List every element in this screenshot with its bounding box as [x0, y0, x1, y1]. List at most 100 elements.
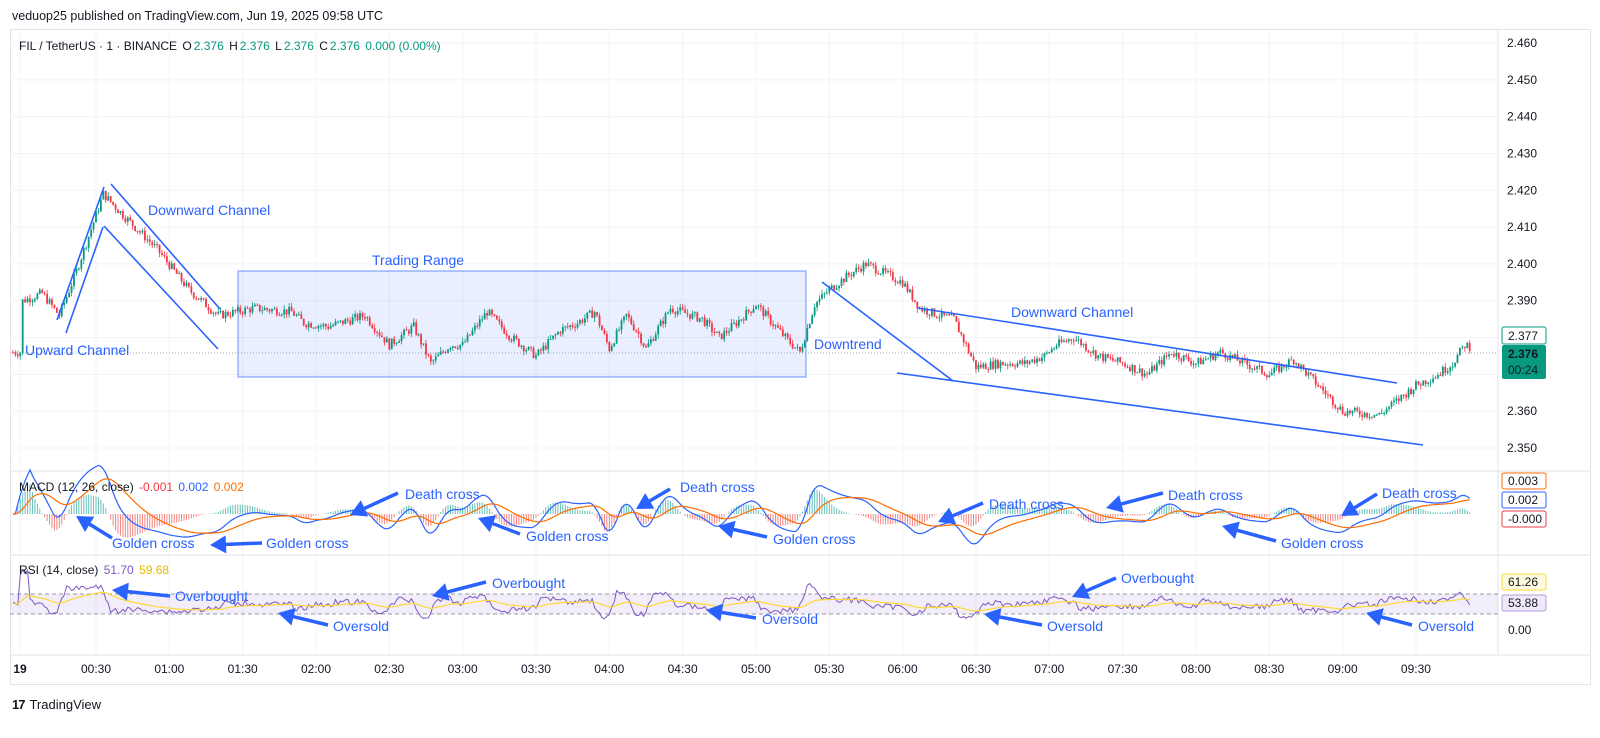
candle-body [987, 369, 990, 371]
candle-body [884, 268, 887, 272]
candle-body [1087, 350, 1090, 352]
candle-body [779, 327, 782, 330]
candle-body [1446, 371, 1449, 373]
candle-body [1356, 407, 1359, 411]
candle-body [1226, 358, 1229, 360]
macd-axis-label: -0.000 [1508, 512, 1542, 526]
macd-histogram-value: -0.001 [139, 480, 174, 494]
rsi-legend[interactable]: RSI (14, close) 51.70 59.68 [19, 563, 171, 577]
candle-body [696, 312, 699, 322]
candle-body [535, 355, 537, 359]
time-tick: 06:30 [961, 662, 991, 676]
candle-body [99, 199, 102, 212]
candle-body [170, 263, 173, 269]
candle-body [339, 320, 342, 322]
candle-body [437, 354, 440, 357]
candle-body [112, 201, 115, 205]
candle-body [1327, 394, 1329, 396]
candle-body [156, 244, 159, 246]
candle-body [403, 329, 405, 336]
candle-body [667, 312, 669, 314]
rsi-annotation-label: Oversold [1418, 618, 1474, 634]
upward-channel-line-upper[interactable] [56, 186, 105, 321]
candle-body [73, 273, 75, 287]
last-price-box [1502, 345, 1546, 379]
candle-body [327, 326, 330, 329]
candle-body [31, 300, 34, 303]
candle-body [889, 271, 892, 273]
candle-body [1104, 354, 1107, 361]
candle-body [1456, 355, 1459, 364]
downward-channel-1-line-lower[interactable] [103, 225, 219, 350]
candle-body [1028, 361, 1031, 364]
last-price-label: 2.376 [1508, 347, 1538, 361]
macd-annotation-label: Golden cross [112, 535, 194, 551]
candle-body [921, 307, 924, 312]
rsi-name[interactable]: RSI (14, close) [19, 563, 99, 577]
candle-body [217, 311, 220, 314]
time-tick: 07:00 [1034, 662, 1064, 676]
candle-body [561, 327, 564, 334]
macd-annotation-arrow [636, 487, 671, 509]
candle-body [207, 307, 210, 311]
candle-body [1419, 384, 1422, 386]
candle-body [1011, 364, 1014, 366]
macd-axis-label: 0.002 [1508, 493, 1538, 507]
time-tick: 09:00 [1328, 662, 1358, 676]
macd-axis-box [1501, 510, 1547, 528]
rsi-annotation-arrow [278, 608, 329, 627]
candle-body [948, 314, 950, 316]
main-legend[interactable]: FIL / TetherUS · 1 · BINANCE O 2.376 H 2.3… [19, 39, 443, 53]
candle-body [464, 341, 466, 343]
candle-body [1111, 357, 1114, 361]
rsi-annotation-label: Overbought [492, 575, 565, 591]
candle-body [657, 326, 660, 335]
candle-body [1234, 354, 1236, 358]
candle-body [124, 218, 127, 222]
downward-channel-2-line-upper[interactable] [917, 307, 1398, 384]
candle-body [517, 338, 520, 347]
candle-body [1177, 352, 1180, 359]
candle-body [970, 352, 972, 357]
candle-body [1417, 381, 1420, 385]
candle-body [943, 311, 946, 315]
candle-body [596, 312, 598, 316]
candle-body [693, 312, 696, 314]
candle-body [852, 271, 855, 277]
candle-body [1067, 339, 1070, 342]
candle-body [1336, 407, 1339, 410]
macd-name[interactable]: MACD (12, 26, close) [19, 480, 134, 494]
candle-body [542, 345, 545, 351]
candle-body [493, 314, 496, 316]
upward-channel-line-lower[interactable] [65, 226, 104, 334]
candle-body [698, 318, 701, 322]
candle-body [1138, 368, 1141, 373]
candle-body [520, 345, 523, 347]
candle-body [153, 244, 156, 246]
candle-body [1297, 363, 1300, 368]
footer-brand[interactable]: 17 TradingView [12, 697, 101, 712]
symbol-label[interactable]: FIL / TetherUS · 1 · BINANCE [19, 39, 178, 53]
macd-legend[interactable]: MACD (12, 26, close) -0.001 0.002 0.002 [19, 480, 246, 494]
downward-channel-2-line-lower[interactable] [896, 372, 1424, 446]
candle-body [1424, 380, 1427, 384]
candle-body [588, 310, 591, 313]
downward-channel-1-line-upper[interactable] [110, 183, 221, 310]
candle-body [821, 294, 823, 299]
candle-body [447, 349, 449, 353]
high-label: H [229, 39, 238, 53]
candle-body [107, 196, 110, 201]
candle-body [1461, 346, 1464, 348]
candle-body [19, 353, 22, 357]
candle-body [645, 345, 647, 348]
candle-body [1363, 412, 1366, 417]
candle-body [14, 352, 17, 355]
time-tick: 04:30 [668, 662, 698, 676]
candle-body [547, 339, 550, 350]
candle-body [838, 285, 840, 289]
candle-body [121, 211, 124, 219]
candle-body [1031, 359, 1034, 362]
candle-body [180, 272, 183, 282]
downtrend-line[interactable] [821, 281, 954, 382]
